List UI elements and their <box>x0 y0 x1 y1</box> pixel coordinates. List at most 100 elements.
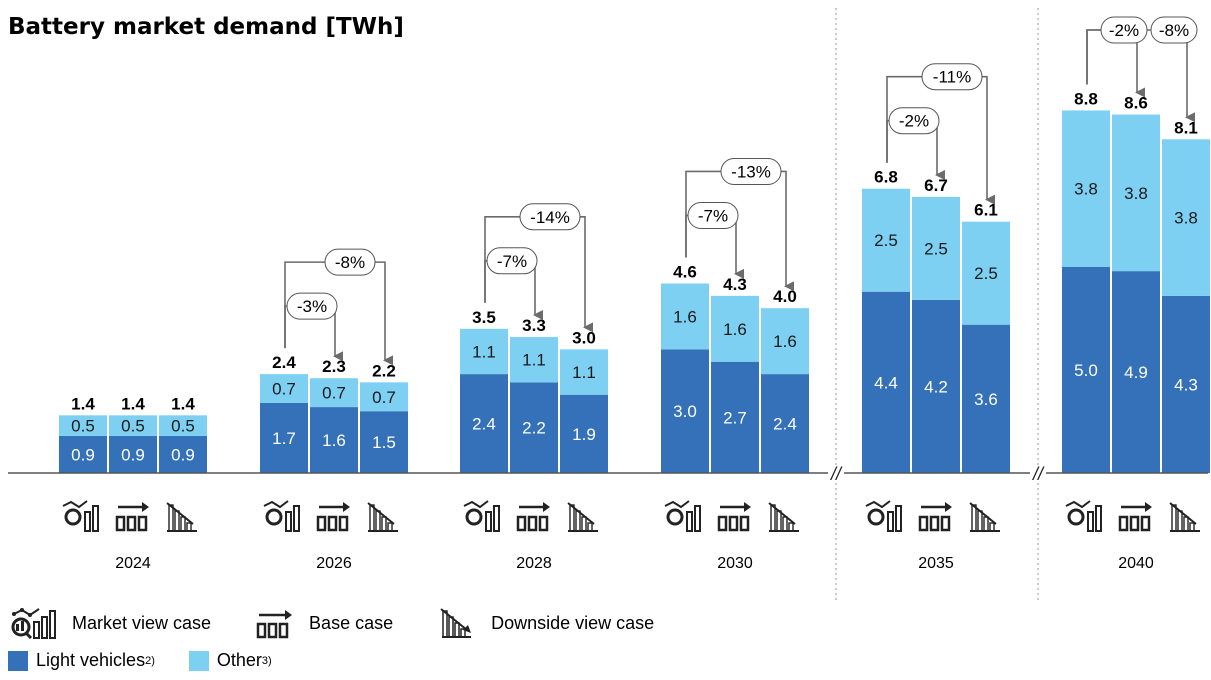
total-label: 1.4 <box>121 394 145 413</box>
downside-view-icon-bar <box>587 522 593 532</box>
downside-view-icon-bar <box>581 516 587 532</box>
bar-other <box>510 337 558 383</box>
bar-light-vehicles <box>360 411 408 473</box>
base-change-label: -2% <box>899 112 929 131</box>
data-label-other: 3.8 <box>1174 209 1198 228</box>
total-label: 4.3 <box>723 275 747 294</box>
data-label-other: 1.6 <box>773 332 797 351</box>
downside-view-icon-trend <box>1169 502 1197 525</box>
downside-view-icon-trend <box>567 502 595 525</box>
axis-break-gap <box>828 465 844 481</box>
total-label: 3.3 <box>522 316 546 335</box>
market-view-icon <box>867 508 885 526</box>
market-view-icon-bar <box>694 505 701 532</box>
market-view-icon <box>1067 508 1085 526</box>
base-case-icon-box <box>739 515 750 532</box>
base-case-icon-box <box>126 515 137 532</box>
total-label: 8.6 <box>1124 94 1148 113</box>
data-label-light-vehicles: 1.5 <box>372 433 396 452</box>
bar-light-vehicles <box>912 299 960 473</box>
data-label-light-vehicles: 4.4 <box>874 373 898 392</box>
bar-light-vehicles <box>460 374 508 473</box>
downside-view-icon-trend <box>969 502 997 525</box>
market-view-icon <box>11 608 56 640</box>
bar-other <box>912 196 960 300</box>
downside-view-icon-bar <box>381 516 387 532</box>
market-view-icon-bar <box>1095 505 1102 532</box>
battery-demand-chart: 0.9 0.5 1.4 0.9 0.5 1.4 0.9 0.5 1.4 2024 1.7 0.7 2.4… <box>8 8 1210 600</box>
market-view-icon-bar <box>895 505 902 532</box>
bar-other <box>260 374 308 403</box>
market-view-icon <box>265 508 283 526</box>
legend-footnote-light-vehicles: 2) <box>145 654 155 667</box>
data-label-other: 1.6 <box>723 320 747 339</box>
base-change-label: -7% <box>698 206 728 225</box>
legend-label-base-case: Base case <box>309 612 394 633</box>
downside-view-icon-bar <box>186 522 192 532</box>
downside-change-label-pill <box>324 248 376 276</box>
bar-other <box>360 382 408 412</box>
total-label: 8.8 <box>1074 89 1098 108</box>
downside-change-label: -11% <box>933 68 971 87</box>
bar-light-vehicles <box>1162 295 1210 473</box>
base-case-icon-arrowhead <box>343 502 350 512</box>
x-tick-label: 2035 <box>918 555 954 572</box>
downside-change-label-pill <box>921 63 983 91</box>
total-label: 2.4 <box>272 353 296 372</box>
market-view-icon-bar <box>887 511 894 532</box>
base-case-icon-box <box>316 515 327 532</box>
downside-view-icon-trend <box>768 502 796 525</box>
data-label-other: 2.5 <box>974 264 998 283</box>
light-vehicles-swatch <box>8 650 28 671</box>
downside-view-icon-bar <box>168 504 174 532</box>
bar-light-vehicles <box>510 382 558 473</box>
market-view-icon-bar <box>84 511 91 532</box>
data-label-other: 3.8 <box>1074 180 1098 199</box>
downside-view-icon-trend <box>367 502 395 525</box>
bar-other <box>862 188 910 292</box>
total-label: 8.1 <box>1174 118 1198 137</box>
base-case-icon-box <box>940 515 951 532</box>
bar-light-vehicles <box>159 435 207 473</box>
market-view-icon-bar <box>293 505 300 532</box>
data-label-light-vehicles: 2.2 <box>522 419 546 438</box>
market-view-icon-bar <box>686 511 693 532</box>
bar-other <box>159 415 207 436</box>
downside-view-icon-bar <box>1183 516 1189 532</box>
downside-change-label-pill <box>1150 16 1198 44</box>
base-change-label: -2% <box>1109 21 1139 40</box>
data-label-light-vehicles: 4.2 <box>924 377 948 396</box>
x-tick-label: 2028 <box>516 555 552 572</box>
market-view-icon <box>64 508 82 526</box>
market-view-icon <box>666 508 684 526</box>
x-tick-label: 2026 <box>316 555 352 572</box>
data-label-other: 0.5 <box>71 417 95 436</box>
data-label-light-vehicles: 0.9 <box>171 445 195 464</box>
downside-change-label: -14% <box>530 208 570 227</box>
base-change-label: -7% <box>497 252 527 271</box>
base-case-icon-box <box>527 515 538 532</box>
data-label-other: 1.1 <box>572 363 596 382</box>
downside-change-label: -13% <box>731 162 771 181</box>
data-label-light-vehicles: 1.7 <box>272 429 296 448</box>
downside-change-label-pill <box>519 203 581 231</box>
base-case-icon-box <box>918 515 929 532</box>
base-case-icon-box <box>338 515 349 532</box>
legend-item-base-case: Base case <box>245 606 393 640</box>
other-swatch <box>188 650 209 671</box>
x-tick-label: 2040 <box>1118 555 1154 572</box>
x-tick-label: 2030 <box>717 555 753 572</box>
downside-view-icon <box>440 608 472 638</box>
bar-other <box>310 378 358 408</box>
data-label-light-vehicles: 2.4 <box>472 415 496 434</box>
bar-light-vehicles <box>661 349 709 473</box>
legend-item-light-vehicles: Light vehicles 2) <box>8 650 155 671</box>
market-view-icon-trend <box>664 500 690 509</box>
data-label-other: 0.5 <box>171 417 195 436</box>
data-label-light-vehicles: 4.9 <box>1124 363 1148 382</box>
base-change-label-pill <box>687 201 739 229</box>
legend-label-market-view: Market view case <box>72 612 212 633</box>
downside-view-icon-bar <box>387 522 393 532</box>
bar-light-vehicles <box>59 435 107 473</box>
downside-view-icon-bar <box>977 510 983 532</box>
